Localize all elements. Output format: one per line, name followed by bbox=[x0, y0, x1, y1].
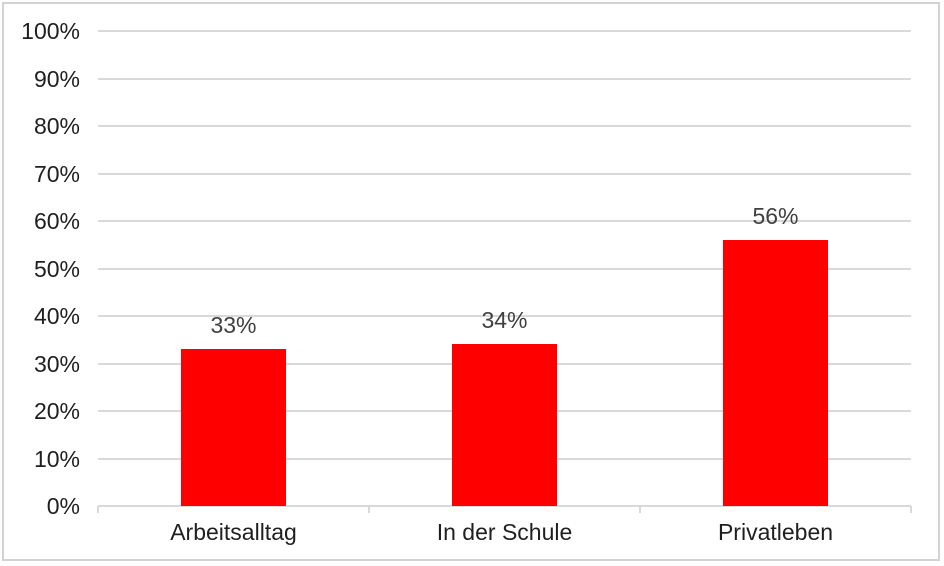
y-tick-label: 20% bbox=[33, 398, 80, 424]
category-label: Privatleben bbox=[717, 519, 834, 545]
gridline bbox=[98, 172, 911, 175]
bar-Privatleben bbox=[723, 240, 828, 506]
y-tick-label: 80% bbox=[33, 113, 80, 139]
gridline bbox=[98, 220, 911, 222]
x-axis-tick bbox=[639, 506, 641, 513]
bar-Arbeitsalltag bbox=[181, 349, 286, 506]
bar-value-label: 56% bbox=[752, 203, 799, 229]
bar-In der Schule bbox=[452, 344, 557, 506]
x-axis-line bbox=[98, 505, 911, 507]
y-tick-label: 60% bbox=[33, 208, 80, 234]
y-tick-label: 50% bbox=[33, 255, 80, 282]
gridline bbox=[98, 315, 911, 317]
x-axis-tick bbox=[910, 506, 912, 513]
y-tick-label: 40% bbox=[33, 303, 80, 329]
gridline bbox=[98, 125, 911, 127]
y-tick-label: 70% bbox=[33, 160, 80, 187]
y-tick-label: 90% bbox=[33, 65, 80, 92]
gridline bbox=[98, 77, 911, 80]
bar-value-label: 33% bbox=[210, 312, 257, 338]
y-tick-label: 10% bbox=[33, 445, 80, 472]
category-label: In der Schule bbox=[436, 519, 573, 545]
bar-value-label: 34% bbox=[481, 307, 528, 333]
category-label: Arbeitsalltag bbox=[170, 519, 297, 545]
y-tick-label: 100% bbox=[21, 18, 80, 44]
gridline bbox=[98, 30, 911, 32]
y-tick-label: 30% bbox=[33, 350, 80, 377]
x-axis-tick bbox=[97, 506, 99, 513]
x-axis-tick bbox=[368, 506, 370, 513]
y-tick-label: 0% bbox=[46, 493, 80, 519]
gridline bbox=[98, 267, 911, 270]
